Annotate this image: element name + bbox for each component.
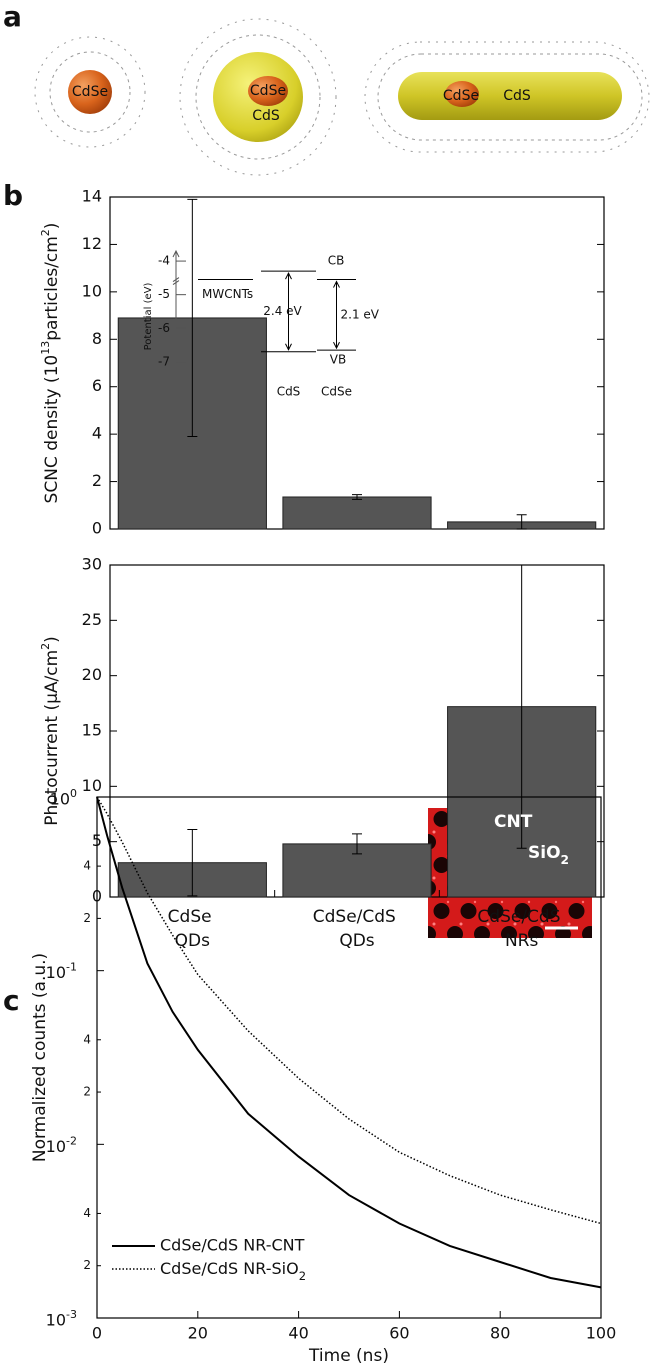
y-tick-label: 2 [83,1085,91,1099]
series-line [96,796,602,1289]
y-tick-exponent: -1 [66,960,77,973]
inset-tick-label: -5 [158,287,170,301]
ligand-shell [49,51,131,133]
bar [282,496,432,530]
ligand-shell [364,41,650,153]
y-tick-label: 2 [92,471,102,490]
y-tick-label: 100 [50,787,77,809]
x-tick-label: CdSe QDs [168,907,217,951]
x-tick-label: 20 [188,1324,208,1343]
y-axis-label-part: ) [42,636,62,643]
schematic-label: CdS [252,108,280,124]
panel-label: a [3,0,22,33]
gap-arrowhead [333,280,340,350]
x-tick-label: 80 [490,1324,510,1343]
y-tick-label: 10-2 [46,1134,77,1156]
schematic-label: CdSe [443,88,479,104]
level-name: CdSe [321,385,352,399]
level-name: CdS [277,385,301,399]
y-tick-label: 30 [82,555,102,574]
y-axis-label-part: particles/cm [42,236,62,341]
level-name: MWCNTs [202,287,253,301]
x-tick-label: CdSe/CdS NRs [477,907,566,951]
y-axis-label-part: Photocurrent (µA/cm [42,650,62,826]
y-tick-label: 4 [92,424,102,443]
x-tick-label: 100 [586,1324,617,1343]
error-bar [352,494,362,500]
error-bar [352,833,362,855]
panel-label: c [3,984,20,1017]
y-tick-label: 10-3 [46,1308,77,1330]
series-line [96,796,602,1225]
inset-arrowhead [172,249,180,258]
y-axis-label-part: SCNC density (10 [42,355,62,504]
inset-axis-label: Potential (eV) [143,283,154,351]
gap-label: 2.4 eV [263,304,302,318]
error-bar [516,514,527,530]
y-tick-label: 12 [82,234,102,253]
y-axis-label: Normalized counts (a.u.) [30,953,50,1162]
gap-arrowhead [285,272,292,351]
error-bar [187,198,198,438]
gap-label: 2.1 eV [341,307,380,321]
y-tick-label: 4 [83,859,91,873]
x-tick-label: CdSe/CdS QDs [313,907,402,951]
y-tick-label: 0 [92,519,102,538]
y-tick-label: 15 [82,721,102,740]
x-tick-label: 0 [92,1324,102,1343]
y-axis-label-part: 2 [39,643,52,650]
error-bar [516,564,527,849]
schematic-label: CdSe [250,83,286,99]
panel-label: b [3,179,23,212]
inset-tick-label: -4 [158,254,170,268]
schematic [34,18,650,176]
y-tick-label: 8 [92,329,102,348]
y-tick-label: 4 [83,1032,91,1046]
inset-tick-label: -6 [158,321,170,335]
y-axis-label-part: 2 [39,229,52,236]
inset-label: CNT [494,812,533,832]
x-tick-label: 40 [288,1324,308,1343]
y-axis-label: Photocurrent (µA/cm2) [39,636,63,826]
ligand-shell [34,36,146,148]
x-tick-label: 60 [389,1324,409,1343]
y-tick-label: 4 [83,1206,91,1220]
ligand-shell [377,53,643,141]
core [445,81,479,107]
x-axis-label: Time (ns) [308,1346,389,1365]
ligand-shell [195,34,321,160]
schematic-label: CdS [503,88,531,104]
y-tick-exponent: -3 [66,1308,77,1321]
plot-frame [96,796,602,1319]
schematic-label: CdSe [72,84,108,100]
legend-label: CdSe/CdS NR-SiO2 [160,1259,306,1283]
y-tick-label: 25 [82,610,102,629]
y-tick-label: 2 [83,1258,91,1272]
core [248,76,288,106]
ligand-shell [179,18,337,176]
y-tick-label: 2 [83,911,91,925]
y-tick-label: 10 [82,281,102,300]
y-axis-label: SCNC density (1013particles/cm2) [39,223,63,504]
y-tick-label: 20 [82,665,102,684]
y-axis-label-part: ) [42,223,62,230]
y-tick-exponent: 0 [70,787,77,800]
band-label: VB [330,353,346,367]
y-axis-label-part: 13 [39,341,52,355]
inset-tick-label: -7 [158,354,170,368]
inset-axis-break [172,277,180,285]
error-bar [187,828,198,897]
legend-label: CdSe/CdS NR-CNT [160,1236,305,1255]
inset-label: SiO2 [528,843,569,867]
y-tick-label: 6 [92,376,102,395]
y-tick-exponent: -2 [66,1134,77,1147]
core [68,70,112,114]
band-label: CB [328,254,345,268]
y-tick-label: 10-1 [46,960,77,982]
y-tick-label: 10 [82,776,102,795]
y-tick-label: 14 [82,187,102,206]
